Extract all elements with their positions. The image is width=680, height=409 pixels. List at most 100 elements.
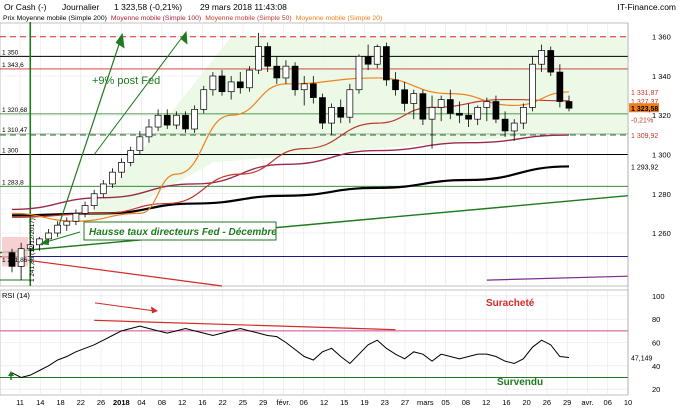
- candle-up: [145, 126, 153, 138]
- x-axis-tick-label: 23: [381, 398, 389, 407]
- symbol-title: Or Cash (-): [4, 2, 47, 12]
- candle-up: [200, 89, 208, 110]
- legend-entry: Moyenne mobile (Simple 100): [111, 15, 201, 22]
- candle-down: [492, 101, 500, 120]
- x-axis-tick-label: avr.: [581, 398, 593, 407]
- x-axis-tick-label: 26: [97, 398, 105, 407]
- candle-up: [300, 83, 308, 91]
- x-axis-tick-label: 06: [604, 398, 612, 407]
- axes: 1 260 1 280 1 300 1 320 1 340 1 360 1 331,87 1 …: [16, 23, 671, 407]
- legend-entry: Moyenne mobile (Simple 50): [205, 15, 292, 22]
- rsi-title: RSI (14): [2, 291, 30, 300]
- price-axis-tick: 1 340: [652, 72, 671, 81]
- candle-down: [163, 114, 171, 126]
- rsi-axis-tick: 100: [652, 292, 665, 301]
- x-axis-tick-label: 16: [502, 398, 510, 407]
- candle-up: [72, 213, 80, 222]
- right-value-label: 1 331,87: [631, 90, 658, 97]
- candle-up: [428, 107, 436, 120]
- candle-up: [127, 150, 135, 163]
- low-value-label: 1 241,86: [2, 257, 28, 264]
- x-axis-tick-label: 08: [158, 398, 166, 407]
- x-axis-tick-label: 05: [441, 398, 449, 407]
- left-level-label: 1 343,6: [2, 62, 24, 69]
- candle-up: [246, 69, 253, 89]
- price-axis-tick: 1 300: [652, 151, 671, 160]
- rsi-divergence-arrow: [94, 302, 156, 312]
- legend-entry: Prix Moyenne mobile (Simple 200): [3, 15, 107, 22]
- candle-up: [17, 248, 25, 267]
- x-axis-tick-label: 04: [137, 398, 145, 407]
- fed-annotation-text: Hausse taux directeurs Fed - Décembre: [89, 227, 277, 238]
- brand-label: IT-Finance.com: [617, 2, 676, 12]
- price-axis-tick: 1 280: [652, 190, 671, 199]
- fed-annotation-box: [83, 221, 277, 241]
- rsi-axis-tick: 60: [652, 339, 660, 348]
- candle-down: [401, 89, 408, 104]
- rsi-up-arrow: [8, 371, 14, 376]
- left-level-label: 1 300: [2, 148, 19, 155]
- candle-up: [373, 46, 381, 65]
- candle-down: [465, 114, 472, 120]
- x-axis-tick-label: 18: [56, 398, 64, 407]
- fed-annotation-pointer: [45, 231, 81, 243]
- candle-down: [446, 99, 454, 114]
- candle-up: [109, 171, 116, 185]
- x-axis-tick-label: 27: [401, 398, 409, 407]
- rally-annotation-text: +9% post Fed: [92, 75, 160, 87]
- left-level-label: 1 283,8: [2, 179, 24, 186]
- x-axis-tick-label: 22: [218, 398, 226, 407]
- x-axis-tick-label: 15: [340, 398, 348, 407]
- x-axis-tick-label: 11: [16, 398, 24, 407]
- candle-up: [191, 109, 198, 130]
- rsi-oversold-label: Survendu: [497, 377, 543, 388]
- candle-down: [264, 46, 272, 67]
- candle-down: [565, 101, 573, 109]
- indicator-legend: Prix Moyenne mobile (Simple 200) Moyenne …: [3, 15, 382, 22]
- candle-down: [218, 75, 226, 93]
- right-value-label: 1 327,37: [631, 99, 658, 106]
- purple-trend-line: [486, 275, 629, 281]
- candle-up: [483, 101, 491, 108]
- last-price-badge: [629, 103, 659, 113]
- chart-header: Or Cash (-) Journalier 1 323,58 (-0,21%)…: [3, 2, 676, 22]
- candle-up: [118, 162, 125, 173]
- candle-up: [209, 75, 217, 91]
- candle-up: [437, 99, 445, 108]
- candle-down: [392, 79, 399, 91]
- candle-up: [346, 89, 354, 118]
- candle-down: [547, 50, 555, 73]
- x-axis-tick-label: 14: [36, 398, 44, 407]
- rsi-last-value: 47,149: [631, 355, 653, 362]
- candle-down: [236, 81, 244, 89]
- x-axis-tick-label: 12: [482, 398, 490, 407]
- candle-up: [136, 136, 144, 151]
- x-axis-tick-label: 22: [77, 398, 85, 407]
- datetime-label: 29 mars 2018 11:43:08: [200, 2, 287, 12]
- right-value-label: 1 293,92: [631, 164, 658, 171]
- candle-up: [410, 93, 418, 104]
- candle-up: [173, 114, 180, 126]
- rsi-panel: RSI (14) Suracheté Survendu: [0, 289, 629, 396]
- x-axis-tick-label: mars: [417, 398, 434, 407]
- candle-up: [255, 46, 262, 71]
- rally-arrow-head: [115, 32, 125, 49]
- x-axis-tick-label: 26: [543, 398, 551, 407]
- candle-down: [273, 65, 281, 79]
- candle-up: [519, 107, 527, 124]
- x-axis-tick-label: 20: [522, 398, 530, 407]
- candle-down: [419, 93, 427, 120]
- candle-down: [383, 46, 390, 81]
- rsi-axis-tick: 40: [652, 362, 660, 371]
- downtrend-line: [0, 255, 223, 287]
- candle-down: [501, 118, 509, 132]
- candle-up: [529, 63, 536, 108]
- period-label: Journalier: [62, 2, 99, 12]
- x-axis-tick-label: 29: [563, 398, 571, 407]
- x-axis-tick-label: 2018: [113, 398, 130, 407]
- candle-up: [90, 193, 98, 206]
- x-axis-tick-label: févr.: [276, 398, 290, 407]
- ma20-line: [11, 77, 570, 222]
- last-price-label: 1 323,58 (-0,21%): [114, 2, 182, 12]
- candle-up: [474, 107, 482, 120]
